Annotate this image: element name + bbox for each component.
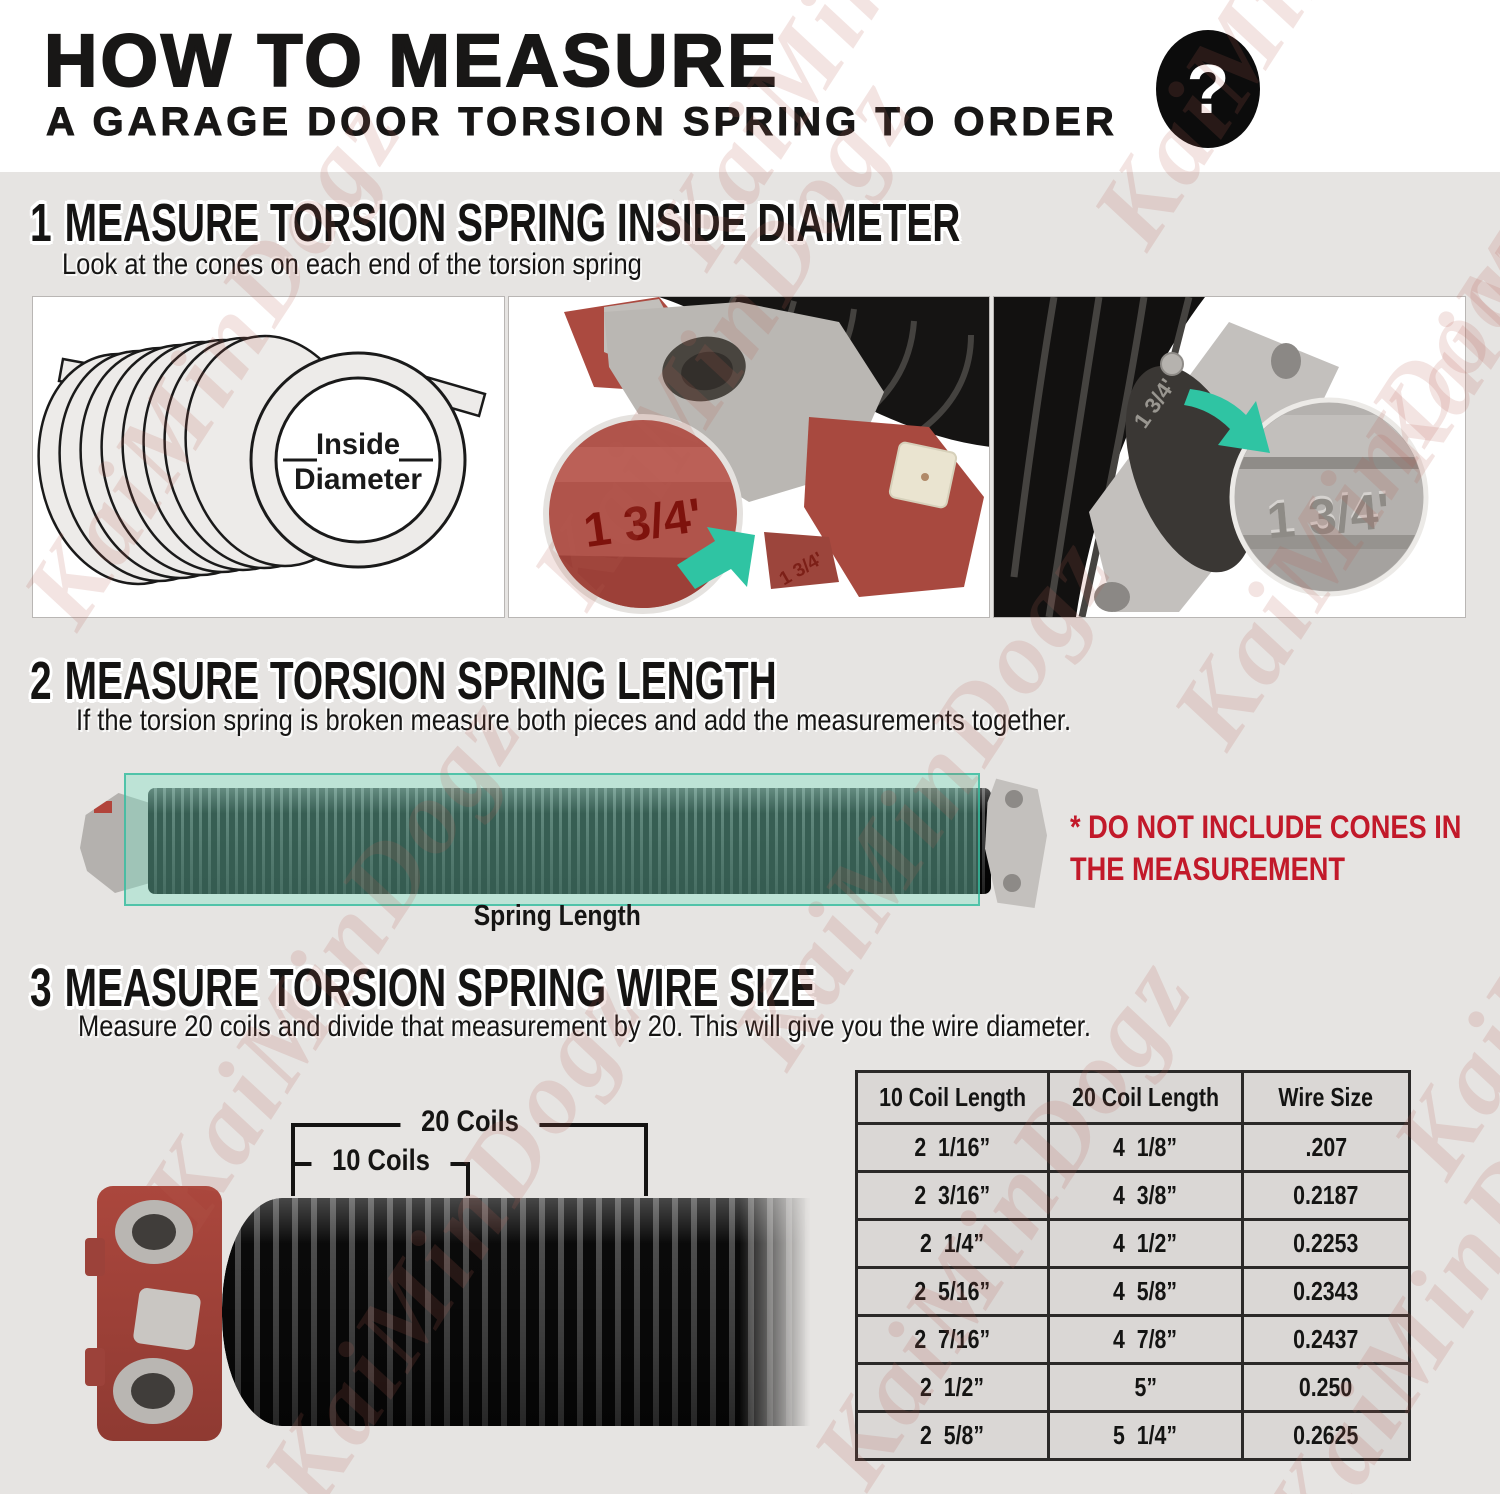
section1-number: 1 [30,193,52,253]
coils10-label: 10 Coils [310,1144,451,1178]
table-cell: .207 [1241,1122,1411,1173]
table-row: 2 1/2” 5” 0.250 [855,1362,1411,1413]
table-cell: 0.2187 [1241,1170,1411,1221]
zoom-arrow-icon [677,527,755,589]
table-cell: 2 1/2” [855,1362,1050,1413]
stationary-cone-svg: 1 3/4' 1 3/4' 1 3/4' [994,297,1429,617]
bolt-hole-top [1271,343,1301,379]
flange-size-marking-zoomed: 1 3/4' [1265,483,1393,550]
table-cell: 0.2343 [1241,1266,1411,1317]
table-cell: 4 5/8” [1047,1266,1244,1317]
table-header-10coil: 10 Coil Length [855,1070,1050,1125]
coils10-bracket: 10 Coils [291,1105,470,1200]
section2-heading-text: MEASURE TORSION SPRING LENGTH [64,651,777,711]
table-cell: 2 5/16” [855,1266,1050,1317]
flange-marking-emboss: 1 3/4' [1264,480,1392,547]
section2-subheading: If the torsion spring is broken measure … [76,704,1072,737]
table-row: 2 7/16” 4 7/8” 0.2437 [855,1314,1411,1365]
table-cell: 0.250 [1241,1362,1411,1413]
warning-line1: * DO NOT INCLUDE CONES IN [1070,809,1462,845]
cast-stamp-mark [1160,352,1184,376]
page-title: HOW TO MEASURE [43,18,780,103]
table-cell: 2 5/8” [855,1410,1050,1461]
set-screw-head [132,1286,202,1352]
red-winding-cone [85,1186,222,1441]
cone-bore-top [115,1200,193,1264]
bolt-hole-bottom [1094,582,1130,612]
table-cell: 5” [1047,1362,1244,1413]
cone-lug [85,1348,105,1386]
stamped-size-block [764,532,839,589]
inside-diameter-label-line2: Diameter [294,463,422,496]
cones-warning-note: * DO NOT INCLUDE CONES IN THE MEASUREMEN… [1070,806,1462,890]
table-cell: 2 7/16” [855,1314,1050,1365]
table-cell: 4 3/8” [1047,1170,1244,1221]
table-cell: 4 1/8” [1047,1122,1244,1173]
coil-diagram-svg: Inside Diameter [37,334,487,586]
wire-size-figure: 20 Coils 10 Coils [60,1105,860,1450]
coil-front-ring-inner [274,376,442,544]
cone-bore-bottom [113,1358,193,1424]
table-cell: 4 1/2” [1047,1218,1244,1269]
section1-subheading: Look at the cones on each end of the tor… [62,248,642,281]
table-cell: 2 1/16” [855,1122,1050,1173]
table-cell: 0.2437 [1241,1314,1411,1365]
table-header-row: 10 Coil Length 20 Coil Length Wire Size [855,1070,1411,1125]
length-highlight-box [124,773,980,906]
section3-number: 3 [30,958,52,1018]
table-header-wiresize: Wire Size [1241,1070,1411,1125]
table-row: 2 5/8” 5 1/4” 0.2625 [855,1410,1411,1461]
table-cell: 2 1/4” [855,1218,1050,1269]
table-row: 2 5/16” 4 5/8” 0.2343 [855,1266,1411,1317]
inside-diameter-diagram: Inside Diameter [32,296,505,618]
section3-heading-text: MEASURE TORSION SPRING WIRE SIZE [64,958,816,1018]
bolt-hole [1005,790,1023,808]
inside-diameter-label-line1: Inside [316,428,400,461]
section1-figure-row: Inside Diameter 1 3 [32,296,1468,618]
section1-heading-text: MEASURE TORSION SPRING INSIDE DIAMETER [64,193,961,253]
section1-heading: 1 MEASURE TORSION SPRING INSIDE DIAMETER [30,192,960,254]
torsion-spring-body [148,788,991,894]
section3-heading: 3 MEASURE TORSION SPRING WIRE SIZE [30,957,816,1019]
page-subtitle: A GARAGE DOOR TORSION SPRING TO ORDER [46,100,1118,145]
spring-length-label: Spring Length [473,900,642,932]
table-header-20coil: 20 Coil Length [1047,1070,1244,1125]
question-mark-icon: ? [1156,30,1260,148]
cone-lug [85,1238,105,1276]
table-row: 2 3/16” 4 3/8” 0.2187 [855,1170,1411,1221]
section3-subheading: Measure 20 coils and divide that measure… [78,1010,1091,1043]
stationary-cone-end [985,778,1047,908]
spring-length-figure: Spring Length [55,768,1060,943]
coils20-bracket: 20 Coils [291,1105,648,1200]
table-row: 2 1/16” 4 1/8” .207 [855,1122,1411,1173]
warning-line2: THE MEASUREMENT [1070,851,1346,888]
winding-cone-photo: 1 3/4' 1 3/4' [508,296,990,618]
table-cell: 0.2625 [1241,1410,1411,1461]
table-cell: 4 7/8” [1047,1314,1244,1365]
zoom-arrow-icon [1184,389,1270,453]
winding-cone-svg: 1 3/4' 1 3/4' [543,297,989,614]
table-row: 2 1/4” 4 1/2” 0.2253 [855,1218,1411,1269]
table-cell: 5 1/4” [1047,1410,1244,1461]
wire-size-table: 10 Coil Length 20 Coil Length Wire Size … [855,1070,1411,1461]
bolt-hole [1003,874,1021,892]
cone-red-detail [94,801,112,813]
table-cell: 2 3/16” [855,1170,1050,1221]
section2-number: 2 [30,651,52,711]
coils20-label: 20 Coils [399,1105,540,1139]
table-cell: 0.2253 [1241,1218,1411,1269]
stationary-cone-photo: 1 3/4' 1 3/4' 1 3/4' [993,296,1466,618]
section2-heading: 2 MEASURE TORSION SPRING LENGTH [30,650,777,712]
question-mark-glyph: ? [1186,50,1230,128]
torsion-spring-coils [222,1198,810,1426]
